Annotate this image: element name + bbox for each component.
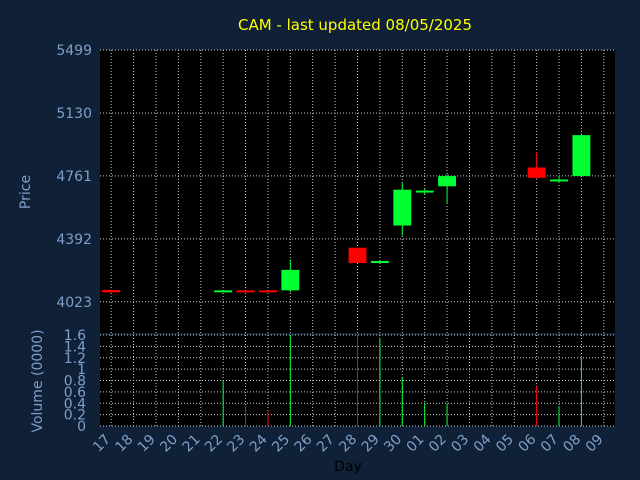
candle-up — [572, 135, 591, 177]
price-tick-label: 4392 — [56, 232, 92, 248]
price-tick-label: 4761 — [56, 169, 92, 185]
volume-tick-label: 0.2 — [64, 408, 86, 424]
volume-tick-label: 1.6 — [64, 328, 86, 344]
candle-down — [258, 290, 277, 293]
volume-axis-label: Volume (0000) — [30, 329, 46, 432]
price-axis-ticks: 4023 4392 4761 5130 5499 — [56, 43, 92, 311]
price-tick-label: 5499 — [56, 43, 92, 59]
candle-up — [438, 176, 457, 187]
candle-down — [348, 247, 367, 264]
volume-tick-label: 0.6 — [64, 385, 86, 401]
price-axis-label: Price — [18, 175, 34, 209]
price-tick-label: 4023 — [56, 295, 92, 311]
candle-down — [102, 290, 121, 293]
volume-tick-label: 0.4 — [64, 396, 86, 412]
candle-up — [415, 190, 434, 193]
candle-down — [236, 290, 255, 293]
candle-up — [281, 269, 300, 291]
x-axis-label: Day — [334, 459, 362, 475]
volume-tick-label: 1 — [77, 362, 86, 378]
candle-up — [214, 290, 233, 293]
volume-tick-label: 0.8 — [64, 374, 86, 390]
volume-tick-label: 1.4 — [64, 339, 86, 355]
volume-tick-label: 1.2 — [64, 351, 86, 367]
volume-bars — [222, 335, 582, 426]
price-tick-label: 5130 — [56, 106, 92, 122]
candle-up — [370, 261, 389, 264]
candle-down — [527, 167, 546, 178]
candle-up — [550, 179, 568, 182]
candle-up — [393, 189, 412, 226]
volume-tick-label: 0 — [77, 419, 86, 435]
volume-axis-ticks: 00.20.40.60.811.21.41.6 — [64, 328, 86, 435]
candles — [102, 133, 591, 293]
x-axis-ticks: 1718192021222324252627282930010203040506… — [90, 431, 607, 455]
chart-title: CAM - last updated 08/05/2025 — [238, 16, 472, 34]
